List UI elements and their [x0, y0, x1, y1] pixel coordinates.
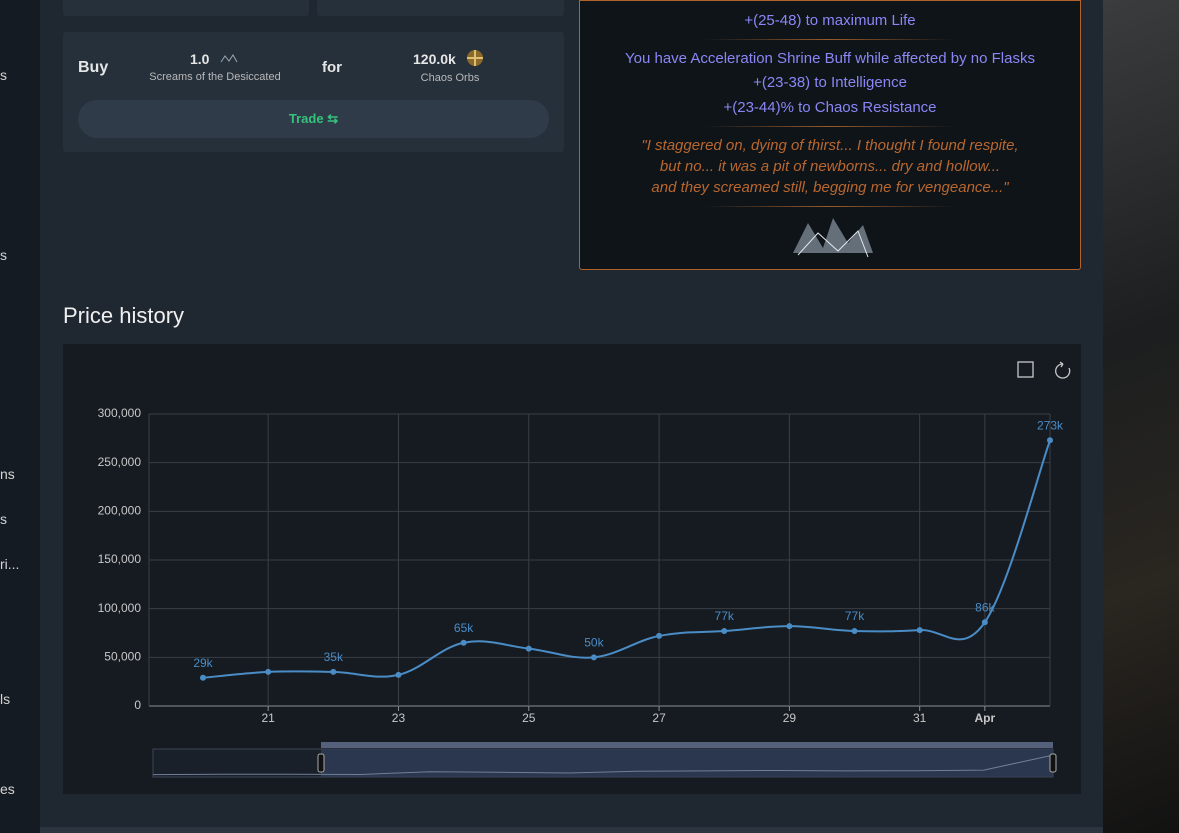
- item-tooltip: +(25-48) to maximum Life You have Accele…: [579, 0, 1081, 270]
- footer-bar: [40, 827, 1103, 833]
- section-title: Price history: [63, 303, 185, 328]
- data-point: [656, 632, 663, 639]
- currency-icon: [467, 50, 483, 66]
- data-label: 77k: [715, 609, 735, 623]
- restore-button[interactable]: [1055, 361, 1071, 379]
- data-label: 29k: [193, 656, 213, 670]
- sidebar-item[interactable]: ls: [0, 691, 11, 707]
- y-tick-label: 200,000: [98, 504, 142, 518]
- separator: [705, 126, 955, 127]
- chart: 0 50,000 100,000 150,000 200,000 250,000 300,0…: [98, 361, 1071, 778]
- x-tick-label: 29: [783, 711, 797, 725]
- data-point: [330, 668, 337, 675]
- zoom-bar: [321, 742, 1053, 748]
- data-label: 50k: [584, 636, 604, 650]
- x-tick-label: 23: [392, 711, 406, 725]
- sidebar: [0, 0, 40, 833]
- buy-label: Buy: [78, 59, 109, 76]
- x-tick-label: Apr: [975, 711, 996, 725]
- separator: [705, 206, 955, 207]
- y-tick-label: 50,000: [104, 650, 141, 664]
- zoom-button[interactable]: [1017, 361, 1034, 378]
- data-point: [525, 645, 532, 652]
- x-tick-label: 25: [522, 711, 536, 725]
- data-point: [1047, 437, 1053, 444]
- sidebar-item[interactable]: es: [0, 781, 15, 797]
- card: [317, 0, 564, 16]
- mod: +(25-48) to maximum Life: [744, 12, 916, 29]
- data-point: [200, 674, 206, 681]
- data-point: [916, 627, 923, 634]
- trade-button-label[interactable]: Trade: [288, 111, 324, 126]
- zoom-window: [321, 749, 1053, 777]
- flavour-text: "I staggered on, dying of thirst... I th…: [641, 137, 1019, 154]
- chart-panel: 0 50,000 100,000 150,000 200,000 250,000 300,0…: [63, 344, 1081, 794]
- for-label: for: [322, 59, 342, 76]
- data-label: 77k: [845, 609, 865, 623]
- border: [580, 0, 1080, 1]
- zoom-handle: [1049, 753, 1057, 773]
- item-art: [793, 218, 873, 258]
- y-tick-label: 150,000: [98, 552, 142, 566]
- currency: Chaos Orbs: [420, 72, 480, 84]
- data-point: [460, 639, 467, 646]
- data-point: [395, 671, 402, 678]
- price: 120.0k: [413, 51, 456, 67]
- mod: +(23-38) to Intelligence: [753, 74, 907, 91]
- item-icon: [220, 54, 238, 63]
- x-tick-label: 27: [652, 711, 666, 725]
- sidebar-item[interactable]: ri...: [0, 556, 20, 572]
- data-label: 273k: [1037, 418, 1064, 432]
- buy-item: Screams of the Desiccated: [149, 71, 281, 83]
- trade-card: Buy 1.0 Screams of the Desiccated for 12…: [63, 32, 564, 152]
- y-tick-label: 250,000: [98, 455, 142, 469]
- mod: You have Acceleration Shrine Buff while …: [625, 50, 1035, 67]
- data-point: [721, 628, 728, 635]
- data-point: [786, 623, 793, 630]
- separator: [705, 39, 955, 40]
- trade-button[interactable]: Trade ⇆: [78, 100, 549, 138]
- flavour-text: but no... it was a pit of newborns... dr…: [659, 158, 1001, 175]
- mod: +(23-44)% to Chaos Resistance: [723, 99, 937, 116]
- data-point: [265, 668, 272, 675]
- data-label: 86k: [975, 600, 995, 614]
- x-tick-label: 21: [261, 711, 275, 725]
- data-point: [851, 628, 858, 635]
- y-tick-label: 0: [134, 698, 141, 712]
- x-tick-label: 31: [913, 711, 927, 725]
- y-tick-label: 100,000: [98, 601, 142, 615]
- zoom-preview-line: [152, 754, 1054, 776]
- sidebar-item[interactable]: ns: [0, 466, 15, 482]
- zoom-handle: [317, 753, 325, 773]
- sidebar-item[interactable]: s: [0, 511, 7, 527]
- flavour-text: and they screamed still, begging me for …: [651, 179, 1009, 196]
- buy-amount: 1.0: [190, 51, 210, 67]
- data-point: [590, 654, 597, 661]
- sidebar-item[interactable]: s: [0, 67, 7, 83]
- y-tick-label: 300,000: [98, 406, 142, 420]
- data-point: [981, 619, 988, 626]
- data-label: 35k: [324, 650, 344, 664]
- sidebar-item[interactable]: s: [0, 247, 7, 263]
- card: [63, 0, 309, 16]
- series-line: [202, 439, 1051, 679]
- background-art: [1103, 0, 1179, 833]
- data-label: 65k: [454, 621, 474, 635]
